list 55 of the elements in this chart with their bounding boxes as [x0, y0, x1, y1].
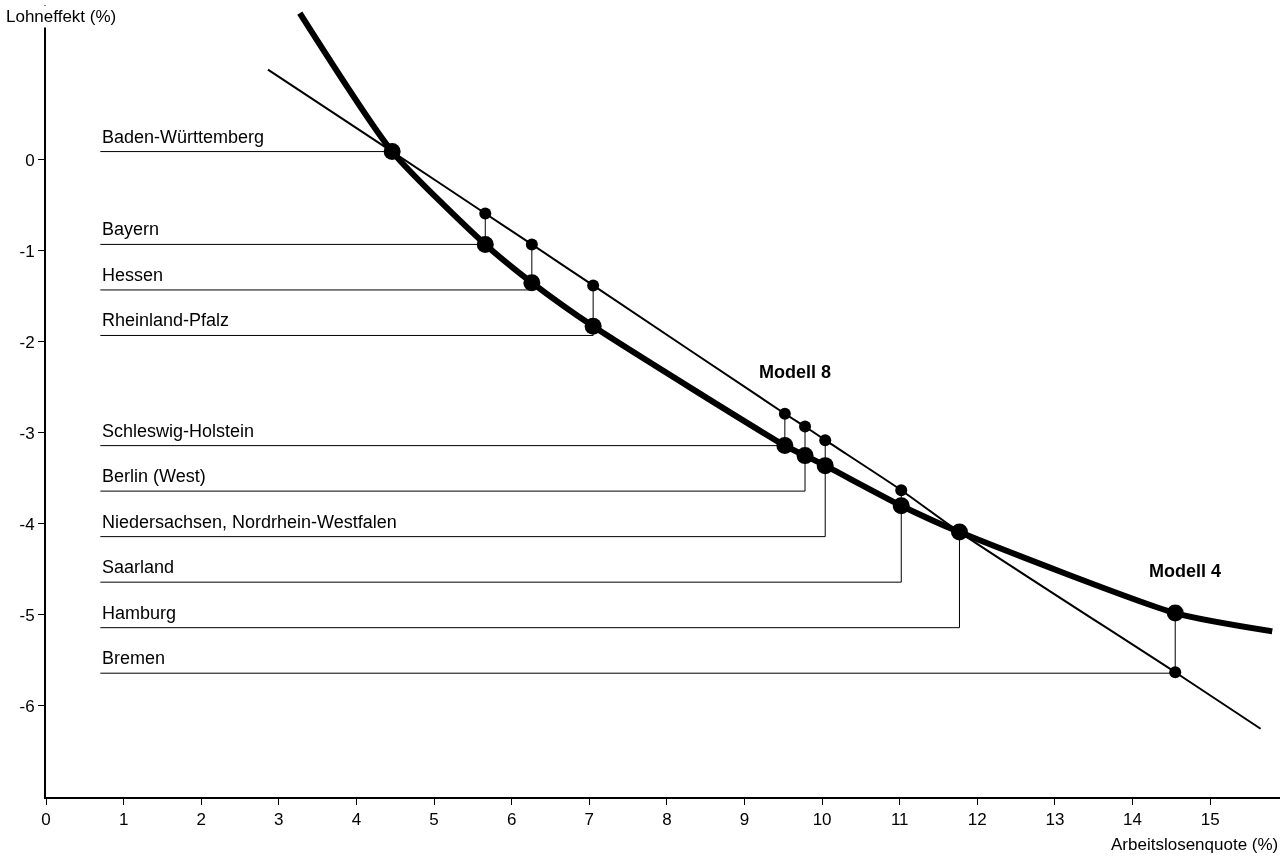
y-tick-label: 0: [25, 150, 35, 170]
point: [778, 407, 791, 420]
annotation: Niedersachsen, Nordrhein-Westfalen: [102, 512, 397, 532]
annotation: Rheinland-Pfalz: [102, 310, 230, 330]
x-tick-label: 8: [662, 810, 672, 830]
x-tick-label: 10: [812, 810, 832, 830]
point: [1169, 666, 1182, 679]
point: [587, 279, 600, 292]
y-tick-label: -1: [19, 241, 35, 261]
series-label: Modell 4: [1149, 561, 1222, 581]
x-tick-label: 13: [1045, 810, 1065, 830]
x-axis-title: Arbeitslosenquote (%): [1111, 835, 1279, 854]
point: [523, 274, 541, 292]
point: [892, 497, 910, 515]
y-tick-label: -6: [19, 696, 35, 716]
annotation: Bayern: [102, 219, 160, 239]
x-tick-label: 4: [351, 810, 362, 830]
annotation: Baden-Württemberg: [102, 127, 265, 147]
x-tick-label: 14: [1123, 810, 1142, 830]
point: [476, 235, 494, 253]
annotation: Saarland: [102, 557, 175, 577]
y-tick-label: -2: [19, 332, 35, 352]
point: [799, 420, 812, 433]
point: [479, 207, 492, 220]
x-tick-label: 12: [967, 810, 987, 830]
point: [819, 434, 832, 447]
point: [796, 447, 814, 465]
point: [895, 484, 908, 497]
x-tick-label: 15: [1200, 810, 1220, 830]
y-tick-label: -3: [19, 423, 35, 443]
point: [950, 523, 968, 541]
x-tick-label: 2: [196, 810, 206, 830]
point: [383, 143, 401, 161]
point: [816, 457, 834, 475]
point: [776, 437, 794, 455]
x-tick-label: 6: [506, 810, 517, 830]
series-label: Modell 8: [759, 362, 832, 382]
annotation: Hamburg: [102, 603, 177, 623]
point: [584, 317, 602, 335]
annotation: Bremen: [102, 648, 166, 668]
point: [1166, 604, 1184, 622]
point: [525, 238, 538, 251]
annotation: Berlin (West): [102, 466, 206, 486]
x-tick-label: 9: [739, 810, 750, 830]
x-tick-label: 3: [274, 810, 284, 830]
x-tick-label: 1: [118, 810, 129, 830]
x-tick-label: 11: [890, 810, 909, 830]
y-axis-title: Lohneffekt (%): [6, 7, 117, 26]
y-tick-label: -4: [19, 514, 35, 534]
x-tick-label: 5: [429, 810, 439, 830]
x-tick-label: 0: [41, 810, 51, 830]
y-tick-label: -5: [19, 605, 35, 625]
annotation: Schleswig-Holstein: [102, 421, 255, 441]
x-tick-label: 7: [584, 810, 594, 830]
annotation: Hessen: [102, 265, 164, 285]
